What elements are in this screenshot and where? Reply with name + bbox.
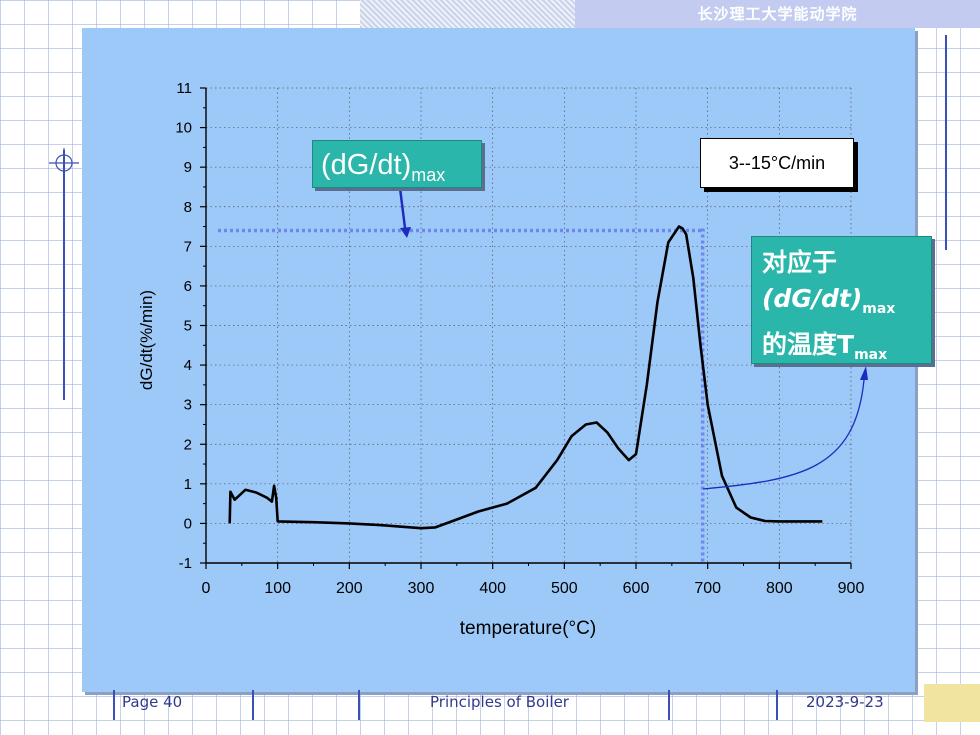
x-tick-label: 100 [264, 580, 291, 597]
x-tick-label: 700 [694, 580, 721, 597]
tmax-label: 对应于 (dG/dt)max 的温度Tmax [751, 236, 932, 364]
dgdt-arrowhead [400, 227, 411, 238]
footer-divider-2 [252, 690, 254, 720]
right-divider [945, 35, 947, 250]
y-tick-label: 9 [184, 159, 192, 176]
dgdt-sub-text: max [411, 164, 446, 185]
left-divider [63, 150, 65, 400]
footer-divider-5 [776, 690, 778, 720]
y-tick-label: 11 [176, 80, 192, 97]
tmax-line-1: 对应于 [762, 248, 838, 277]
x-tick-label: 600 [623, 580, 650, 597]
heating-rate-box: 3--15°C/min [700, 138, 854, 188]
tmax-line-3: 的温度Tmax [762, 330, 888, 363]
slide-date: 2023-9-23 [806, 693, 884, 711]
y-tick-label: 8 [184, 199, 192, 216]
footer-accent-block [924, 684, 980, 722]
x-tick-label: 900 [838, 580, 865, 597]
y-tick-label: 4 [184, 357, 192, 374]
dgdt-main-text: (dG/dt) [321, 149, 412, 181]
y-axis-label: dG/dt(%/min) [137, 290, 156, 390]
y-tick-label: 3 [184, 397, 192, 414]
x-tick-label: 200 [336, 580, 363, 597]
x-tick-label: 800 [766, 580, 793, 597]
x-tick-label: 0 [202, 580, 211, 597]
page-number: Page 40 [122, 693, 183, 711]
x-tick-label: 500 [551, 580, 578, 597]
x-tick-label: 300 [408, 580, 435, 597]
y-tick-label: 1 [184, 476, 192, 493]
course-title: Principles of Boiler [430, 693, 569, 711]
dgdt-curve [228, 225, 823, 530]
tmax-arrowhead [860, 366, 868, 380]
heating-rate-text: 3--15°C/min [728, 153, 826, 173]
y-tick-label: 2 [184, 436, 192, 453]
y-tick-label: 5 [184, 318, 192, 335]
y-tick-label: -1 [179, 555, 192, 572]
tmax-line-2: (dG/dt)max [762, 284, 896, 317]
y-tick-label: 10 [175, 120, 192, 137]
crosshair-icon [49, 148, 79, 178]
school-name: 长沙理工大学能动学院 [575, 0, 980, 28]
y-tick-label: 6 [184, 278, 192, 295]
x-tick-label: 400 [479, 580, 506, 597]
tmax-arrow [702, 379, 865, 490]
y-tick-label: 7 [184, 238, 192, 255]
y-tick-label: 0 [184, 515, 192, 532]
footer-divider-3 [358, 690, 360, 720]
x-axis-label: temperature(°C) [460, 618, 596, 639]
footer-divider-4 [668, 690, 670, 720]
dgdt-arrow [398, 187, 407, 229]
dgdt-max-label: (dG/dt)max [312, 140, 482, 188]
footer-divider-1 [113, 690, 115, 720]
